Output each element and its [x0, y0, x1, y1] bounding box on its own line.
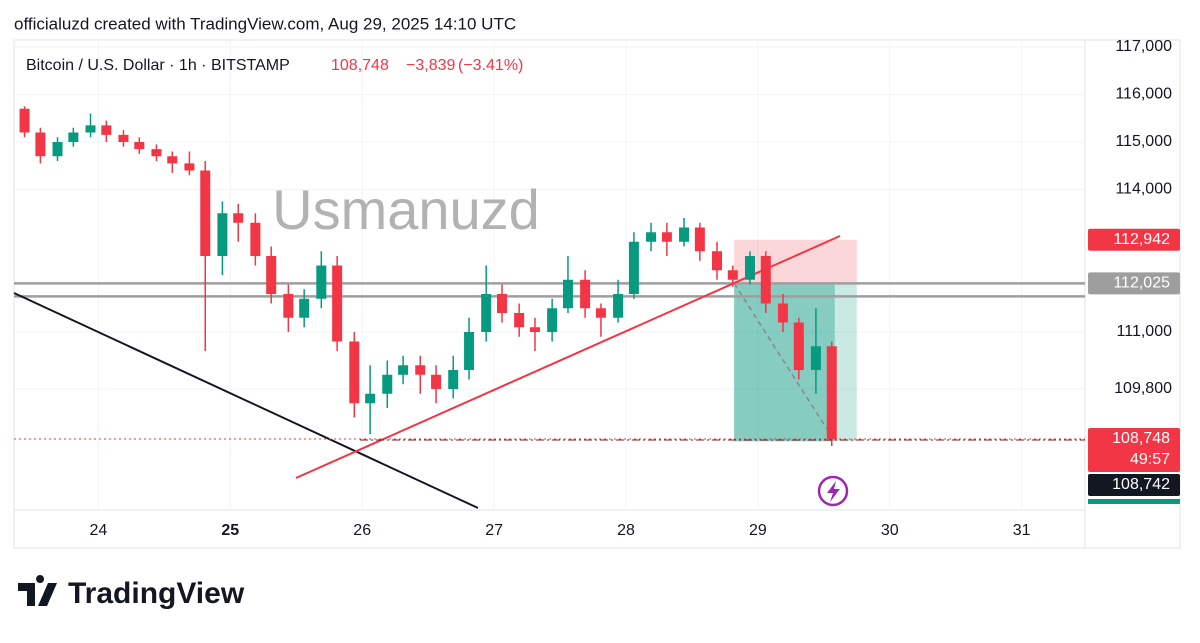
- candle-body: [497, 294, 508, 314]
- candle-body: [283, 294, 294, 318]
- y-tick-label: 116,000: [1115, 86, 1172, 103]
- candle-body: [398, 365, 409, 375]
- candle-body: [646, 232, 657, 242]
- candle-body: [299, 298, 310, 318]
- candle-body: [52, 141, 63, 157]
- legend-change-pct: (−3.41%): [458, 57, 523, 74]
- frame: [13, 39, 1181, 549]
- candle-body: [580, 279, 591, 309]
- trend-line: [13, 292, 479, 509]
- candle-body: [628, 241, 639, 295]
- x-tick-label: 27: [485, 522, 503, 539]
- candle-body: [365, 393, 376, 404]
- candle-body: [332, 265, 343, 342]
- candle-body: [529, 327, 540, 333]
- candle-body: [19, 108, 30, 133]
- candle-body: [547, 308, 558, 333]
- candle-body: [101, 125, 112, 135]
- legend-symbol: Bitcoin / U.S. Dollar · 1h · BITSTAMP: [26, 57, 290, 74]
- candle-body: [200, 170, 211, 256]
- price-label-bg: [1088, 272, 1180, 295]
- price-label: 112,025: [1113, 275, 1170, 292]
- price-label-bg: [1088, 498, 1180, 504]
- watermark: Usmanuzd: [272, 178, 540, 241]
- countdown: 49:57: [1130, 451, 1170, 468]
- x-tick-label: 24: [90, 522, 108, 539]
- candle-body: [151, 149, 162, 157]
- x-tick-label: 31: [1013, 522, 1031, 539]
- candle-body: [661, 232, 672, 242]
- candle-body: [448, 370, 459, 390]
- candle-body: [595, 308, 606, 318]
- legend-last: 108,748: [331, 57, 389, 74]
- candle-body: [167, 156, 178, 164]
- candle-body: [481, 294, 492, 333]
- candle-body: [727, 270, 738, 280]
- candle-body: [793, 322, 804, 371]
- candle-body: [679, 227, 690, 242]
- candle-body: [562, 279, 573, 309]
- x-tick-label: 30: [881, 522, 899, 539]
- candle-body: [184, 163, 195, 171]
- header: officialuzd created with TradingView.com…: [14, 14, 516, 33]
- candle-body: [826, 346, 837, 439]
- y-tick-label: 111,000: [1117, 323, 1173, 340]
- candle-body: [760, 255, 771, 304]
- candle-body: [316, 265, 327, 299]
- path-line: [733, 282, 836, 442]
- candle-body: [250, 222, 261, 256]
- y-tick-label: 114,000: [1115, 181, 1172, 198]
- price-label-bg: [1088, 473, 1180, 496]
- candle-body: [613, 294, 624, 318]
- candle-body: [514, 313, 525, 328]
- candle-body: [431, 374, 442, 390]
- logo: [18, 575, 57, 606]
- candle-body: [777, 303, 788, 323]
- y-tick-label: 115,000: [1115, 133, 1172, 150]
- candle-body: [415, 365, 426, 375]
- candle-body: [694, 227, 705, 252]
- legend-change: −3,839: [406, 57, 455, 74]
- candle-body: [810, 346, 821, 371]
- candle-body: [464, 332, 475, 371]
- price-label: 108,742: [1112, 476, 1170, 493]
- candle-body: [68, 132, 79, 142]
- x-tick-label: 28: [617, 522, 635, 539]
- brand: TradingView: [68, 577, 245, 610]
- candle-body: [382, 374, 393, 394]
- candle-body: [349, 341, 360, 404]
- x-tick-label: 25: [221, 522, 239, 539]
- last-price-bg: [1088, 427, 1180, 472]
- last-price-label: 108,748: [1112, 430, 1170, 447]
- x-tick-label: 29: [749, 522, 767, 539]
- price-label: 112,942: [1113, 231, 1170, 248]
- x-tick-label: 26: [353, 522, 371, 539]
- y-tick-label: 109,800: [1114, 380, 1172, 397]
- candle-body: [266, 255, 277, 295]
- candle-body: [118, 134, 129, 142]
- candle-body: [744, 255, 755, 280]
- candle-body: [134, 141, 145, 150]
- candle-body: [35, 132, 46, 157]
- candle-body: [217, 213, 228, 256]
- candle-body: [233, 213, 244, 223]
- candle-body: [85, 125, 96, 133]
- price-label-bg: [1088, 228, 1180, 251]
- lightning-icon: [817, 475, 849, 507]
- candle-body: [712, 251, 723, 271]
- y-tick-label: 117,000: [1115, 38, 1172, 55]
